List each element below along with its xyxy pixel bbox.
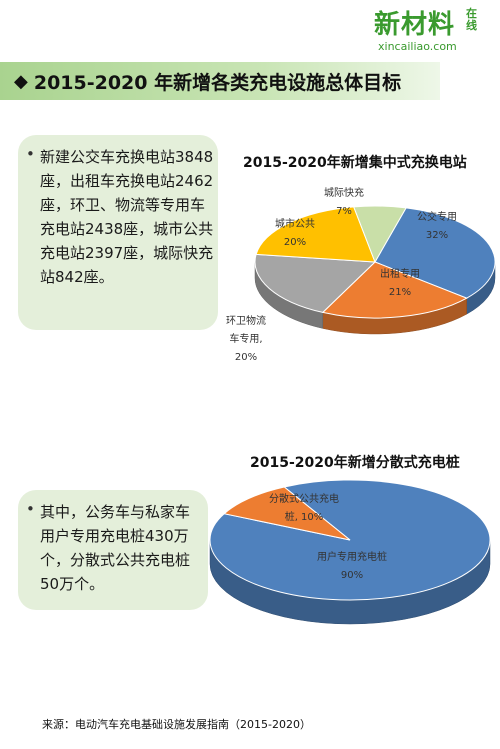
- logo-side-text: 在线: [466, 7, 477, 32]
- pie-slice-1: [321, 261, 468, 319]
- note-text-piles: 其中，公务车与私家车用户专用充电桩430万个，分散式公共充电桩50万个。: [40, 503, 191, 593]
- pie-slice-1: [223, 486, 351, 541]
- bullet-dot-icon: •: [26, 500, 35, 518]
- note-text-stations: 新建公交车充换电站3848座，出租车充换电站2462座，环卫、物流等专用车充电站…: [40, 148, 214, 286]
- note-box-stations: • 新建公交车充换电站3848座，出租车充换电站2462座，环卫、物流等专用车充…: [18, 135, 218, 330]
- pie-chart-centralized: 公交专用 32% 出租专用 21% 环卫物流车专用, 20% 城市公共 20% 城际快充 7%: [226, 186, 496, 363]
- chart-title-distributed: 2015-2020年新增分散式充电桩: [250, 455, 460, 471]
- section-title: 2015-2020 年新增各类充电设施总体目标: [33, 71, 402, 94]
- section-title-bar: ◆ 2015-2020 年新增各类充电设施总体目标: [0, 62, 440, 100]
- slice-label-1: 出租专用 21%: [380, 267, 420, 298]
- pie-chart-distributed: 用户专用充电桩 90% 分散式公共充电桩, 10%: [209, 479, 491, 625]
- bullet-dot-icon: •: [26, 145, 35, 163]
- pie-slice-4: [353, 205, 407, 264]
- source-note: 来源：电动汽车充电基础设施发展指南（2015-2020）: [42, 718, 311, 731]
- slice-label-0: 用户专用充电桩 90%: [317, 550, 387, 581]
- slice-label-3: 城市公共 20%: [275, 217, 315, 248]
- diamond-bullet-icon: ◆: [14, 70, 28, 92]
- chart-title-centralized: 2015-2020年新增集中式充换电站: [243, 155, 467, 171]
- logo-url-text: xincailiao.com: [378, 40, 457, 53]
- brand-logo: 新材料 在线 xincailiao.com: [368, 2, 498, 60]
- slice-label-1: 分散式公共充电桩, 10%: [269, 492, 339, 523]
- logo-main-text: 新材料: [374, 10, 456, 40]
- pie-slice-3: [255, 206, 376, 263]
- slice-label-2: 环卫物流车专用, 20%: [226, 314, 266, 363]
- slice-label-4: 城际快充 7%: [324, 186, 364, 217]
- note-box-piles: • 其中，公务车与私家车用户专用充电桩430万个，分散式公共充电桩50万个。: [18, 490, 208, 610]
- slice-label-0: 公交专用 32%: [417, 210, 457, 241]
- pie-slice-2: [254, 253, 377, 313]
- pie-slice-0: [374, 207, 496, 299]
